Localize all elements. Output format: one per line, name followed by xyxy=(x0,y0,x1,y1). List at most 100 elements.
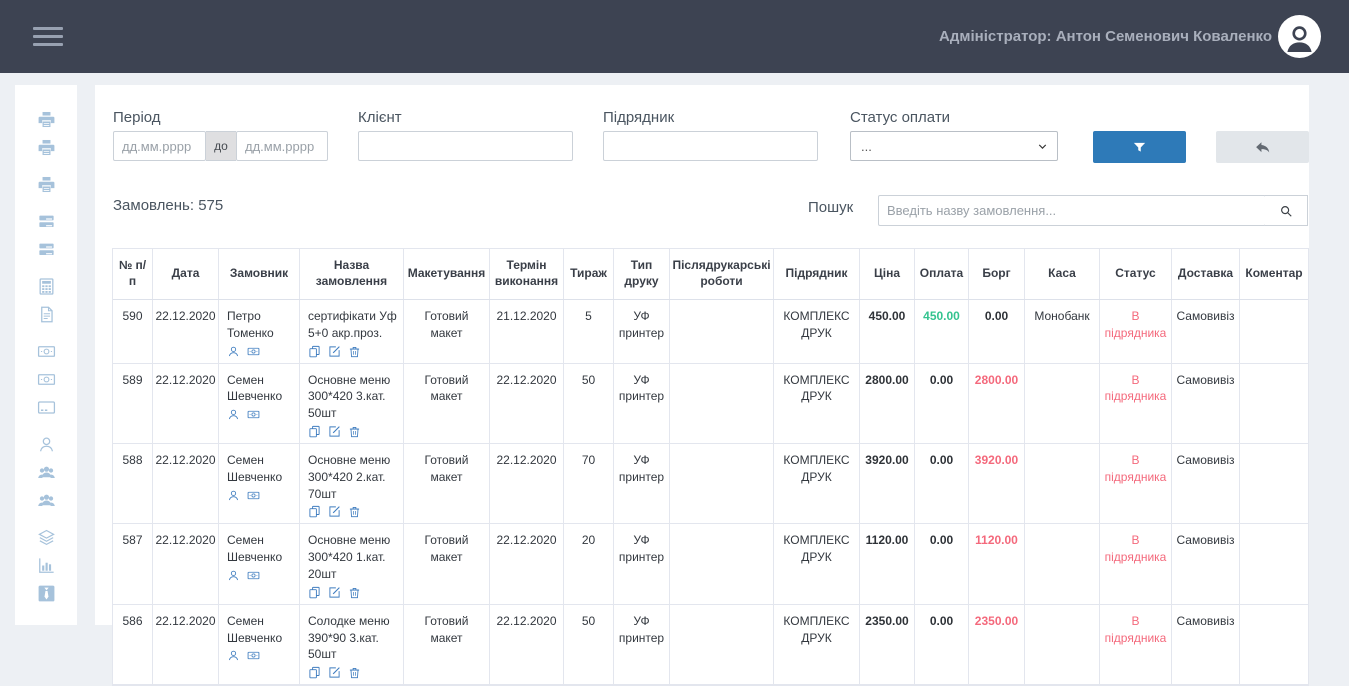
search-button[interactable] xyxy=(1265,195,1308,226)
cell-layout: Готовий макет xyxy=(404,604,490,685)
sidebar-item-tie[interactable] xyxy=(35,584,57,603)
cell-price: 3920.00 xyxy=(860,443,915,524)
sidebar-item-printer[interactable] xyxy=(35,175,57,194)
cell-deadline: 22.12.2020 xyxy=(490,524,564,604)
edit-icon[interactable] xyxy=(328,586,341,599)
edit-icon[interactable] xyxy=(328,666,341,679)
row-actions xyxy=(227,408,295,421)
apply-filter-button[interactable] xyxy=(1093,131,1186,163)
user-icon[interactable] xyxy=(227,408,240,421)
row-actions xyxy=(227,569,295,582)
copy-icon[interactable] xyxy=(308,345,321,358)
client-label: Клієнт xyxy=(358,109,402,126)
money-icon[interactable] xyxy=(247,408,260,421)
cell-status: В підрядника xyxy=(1100,300,1172,363)
cell-cash: Монобанк xyxy=(1025,300,1100,363)
sidebar-item-document[interactable] xyxy=(35,305,57,324)
sidebar-item-list[interactable] xyxy=(35,212,57,231)
cell-customer: Семен Шевченко xyxy=(219,363,300,443)
cell-contractor: КОМПЛЕКС ДРУК xyxy=(774,300,860,363)
sidebar-item-layers[interactable] xyxy=(35,528,57,547)
cell-cash xyxy=(1025,524,1100,604)
sidebar-item-banknote[interactable] xyxy=(35,370,57,389)
cell-print_type: УФ принтер xyxy=(614,363,670,443)
trash-icon[interactable] xyxy=(348,666,361,679)
search-icon xyxy=(1279,204,1293,218)
sidebar-item-user[interactable] xyxy=(35,435,57,454)
cell-status: В підрядника xyxy=(1100,443,1172,524)
cell-postpress xyxy=(670,300,774,363)
user-icon[interactable] xyxy=(227,345,240,358)
sidebar-item-banknote[interactable] xyxy=(35,342,57,361)
copy-icon[interactable] xyxy=(308,586,321,599)
money-icon[interactable] xyxy=(247,649,260,662)
money-icon[interactable] xyxy=(247,345,260,358)
cell-print_type: УФ принтер xyxy=(614,604,670,685)
user-icon[interactable] xyxy=(227,569,240,582)
sidebar-item-printer[interactable] xyxy=(35,138,57,157)
trash-icon[interactable] xyxy=(348,505,361,518)
copy-icon[interactable] xyxy=(308,505,321,518)
cell-status: В підрядника xyxy=(1100,524,1172,604)
row-actions xyxy=(308,345,399,358)
column-header: Дата xyxy=(153,249,219,299)
trash-icon[interactable] xyxy=(348,345,361,358)
edit-icon[interactable] xyxy=(328,345,341,358)
cell-customer: Семен Шевченко xyxy=(219,604,300,685)
cell-postpress xyxy=(670,363,774,443)
edit-icon[interactable] xyxy=(328,505,341,518)
contractor-label: Підрядник xyxy=(603,109,675,126)
table-row: 587 22.12.2020 Семен Шевченко Основне меню … xyxy=(113,524,1308,605)
cell-debt: 1120.00 xyxy=(969,524,1025,604)
sidebar-item-printer[interactable] xyxy=(35,110,57,129)
sidebar-item-bar-chart[interactable] xyxy=(35,556,57,575)
cell-title: сертифікати Уф 5+0 акр.проз. xyxy=(300,300,404,363)
payment-status-select[interactable]: ... xyxy=(850,131,1058,161)
copy-icon[interactable] xyxy=(308,666,321,679)
sidebar-item-calculator[interactable] xyxy=(35,277,57,296)
cell-postpress xyxy=(670,604,774,685)
printer-icon xyxy=(37,110,56,129)
sidebar-item-list[interactable] xyxy=(35,240,57,259)
cell-print_type: УФ принтер xyxy=(614,443,670,524)
trash-icon[interactable] xyxy=(348,586,361,599)
cell-status: В підрядника xyxy=(1100,604,1172,685)
sidebar-item-users[interactable] xyxy=(35,491,57,510)
cell-comment xyxy=(1240,605,1308,684)
table-body: 590 22.12.2020 Петро Томенко сертифікати Уф… xyxy=(113,300,1308,686)
reset-filter-button[interactable] xyxy=(1216,131,1309,163)
cell-delivery: Самовивіз xyxy=(1172,443,1240,524)
date-to-input[interactable] xyxy=(236,131,328,161)
cell-date: 22.12.2020 xyxy=(153,524,219,604)
cell-date: 22.12.2020 xyxy=(153,443,219,524)
payment-status-label: Статус оплати xyxy=(850,109,951,126)
person-icon xyxy=(1283,21,1316,54)
cell-payment: 0.00 xyxy=(915,604,969,685)
column-header: Борг xyxy=(969,249,1025,299)
trash-icon[interactable] xyxy=(348,425,361,438)
contractor-input[interactable] xyxy=(603,131,818,161)
user-icon xyxy=(37,435,56,454)
user-icon[interactable] xyxy=(227,649,240,662)
money-icon[interactable] xyxy=(247,569,260,582)
money-icon[interactable] xyxy=(247,489,260,502)
search-input[interactable] xyxy=(878,195,1266,226)
cell-date: 22.12.2020 xyxy=(153,363,219,443)
row-actions xyxy=(308,666,399,679)
sidebar-item-credit-card[interactable] xyxy=(35,398,57,417)
client-input[interactable] xyxy=(358,131,573,161)
cell-delivery: Самовивіз xyxy=(1172,300,1240,363)
edit-icon[interactable] xyxy=(328,425,341,438)
date-from-input[interactable] xyxy=(113,131,206,161)
row-actions xyxy=(308,586,399,599)
hamburger-menu-icon[interactable] xyxy=(33,27,63,47)
user-icon[interactable] xyxy=(227,489,240,502)
cell-delivery: Самовивіз xyxy=(1172,363,1240,443)
cell-date: 22.12.2020 xyxy=(153,604,219,685)
sidebar-item-users[interactable] xyxy=(35,463,57,482)
copy-icon[interactable] xyxy=(308,425,321,438)
cell-title: Основне меню 300*420 3.кат. 50шт xyxy=(300,363,404,443)
date-separator-label: до xyxy=(206,131,236,161)
avatar[interactable] xyxy=(1278,15,1321,58)
row-actions xyxy=(308,505,399,518)
